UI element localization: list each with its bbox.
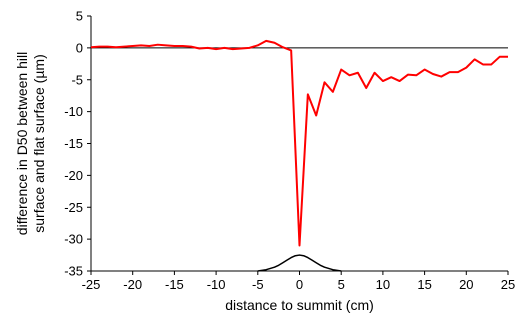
series-line-d50-difference xyxy=(90,39,508,247)
y-tick-label: -15 xyxy=(64,136,83,151)
x-tick-label: -25 xyxy=(82,277,101,292)
y-axis-title-line-1: difference in D50 between hill xyxy=(14,52,30,235)
series-group xyxy=(90,39,508,272)
x-tick-label: 15 xyxy=(417,277,431,292)
y-axis-title: difference in D50 between hill surface a… xyxy=(14,52,47,235)
y-tick-label: -5 xyxy=(71,72,83,87)
series-line-hill-profile xyxy=(257,254,342,272)
y-tick-label: -10 xyxy=(64,104,83,119)
x-tick-label: 25 xyxy=(501,277,515,292)
x-tick-label: -20 xyxy=(123,277,142,292)
x-tick-label: -15 xyxy=(165,277,184,292)
x-tick-label: 5 xyxy=(338,277,345,292)
x-tick-label: -10 xyxy=(207,277,226,292)
x-tick-label: 0 xyxy=(296,277,303,292)
y-tick-label: -30 xyxy=(64,232,83,247)
x-tick-label: 10 xyxy=(376,277,390,292)
y-ticks: 5 0 -5 -10 -15 -20 -25 -30 -35 xyxy=(64,9,91,279)
y-tick-label: -35 xyxy=(64,264,83,279)
y-tick-label: 5 xyxy=(76,9,83,24)
x-tick-label: -5 xyxy=(252,277,264,292)
x-axis-title: distance to summit (cm) xyxy=(225,297,374,313)
x-ticks: -25 -20 -15 -10 -5 0 5 10 15 20 25 xyxy=(82,271,515,292)
y-tick-label: -20 xyxy=(64,168,83,183)
y-tick-label: 0 xyxy=(76,40,83,55)
y-tick-label: -25 xyxy=(64,200,83,215)
y-axis-title-line-2: surface and flat surface (µm) xyxy=(31,54,47,232)
x-tick-label: 20 xyxy=(459,277,473,292)
